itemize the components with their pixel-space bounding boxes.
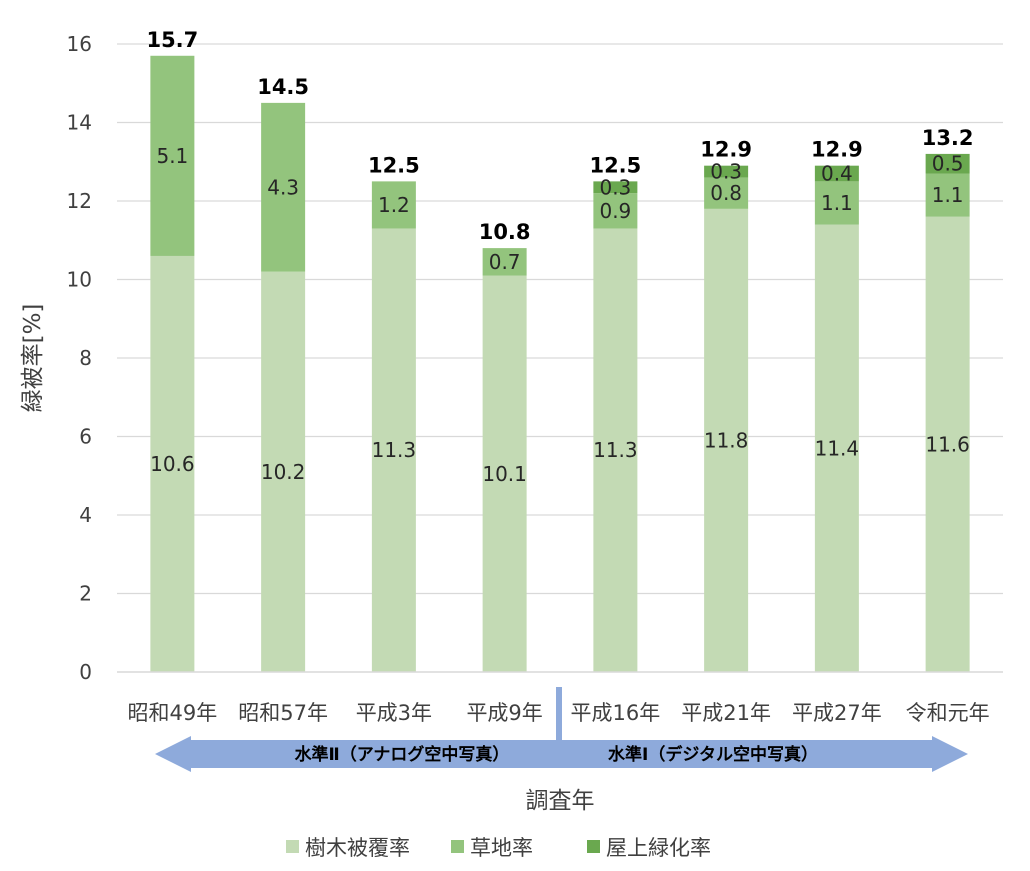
y-tick-label: 16 xyxy=(67,32,92,56)
total-value-label: 12.5 xyxy=(589,153,641,177)
bar-segment xyxy=(261,271,306,672)
total-value-label: 13.2 xyxy=(922,126,974,150)
y-tick-label: 14 xyxy=(67,111,92,135)
bar-segment xyxy=(704,208,749,672)
bar-segment xyxy=(925,153,970,174)
segment-value-label: 11.4 xyxy=(815,436,860,460)
bar-segment xyxy=(261,102,306,272)
level-1-label: 水準Ⅰ（デジタル空中写真） xyxy=(608,744,818,765)
x-category-label: 平成27年 xyxy=(792,701,882,725)
legend-label: 屋上緑化率 xyxy=(606,836,711,860)
bar-segment xyxy=(814,165,859,182)
total-labels: 15.7 14.5 12.5 10.8 12.5 12.9 12.9 13.2 xyxy=(146,28,973,244)
bar-segment xyxy=(593,228,638,672)
segment-value-label: 11.3 xyxy=(372,438,417,462)
segment-value-label: 11.3 xyxy=(593,438,638,462)
segment-value-label: 1.2 xyxy=(378,193,410,217)
segment-value-label: 1.1 xyxy=(932,183,964,207)
y-axis-ticks: 0 2 4 6 8 10 12 14 16 xyxy=(67,32,92,684)
x-category-label: 令和元年 xyxy=(906,701,990,725)
segment-value-label: 0.3 xyxy=(710,160,742,184)
level-arrow: 水準Ⅱ（アナログ空中写真） 水準Ⅰ（デジタル空中写真） xyxy=(155,736,968,772)
total-value-label: 15.7 xyxy=(146,28,198,52)
x-category-label: 平成21年 xyxy=(681,701,771,725)
bar-segment xyxy=(482,248,527,276)
legend-swatch xyxy=(587,840,600,853)
total-value-label: 12.9 xyxy=(811,138,863,162)
bar-segment xyxy=(814,181,859,225)
total-value-label: 12.9 xyxy=(700,138,752,162)
legend-label: 樹木被覆率 xyxy=(305,836,410,860)
y-axis-title: 緑被率[%] xyxy=(20,304,46,413)
bar-segment xyxy=(593,181,638,194)
bar-segment xyxy=(814,224,859,673)
double-arrow-shape xyxy=(155,736,968,772)
segment-labels: 10.65.110.24.311.31.210.10.711.30.90.311… xyxy=(150,144,970,486)
bar-segment xyxy=(704,165,749,178)
segment-value-label: 0.7 xyxy=(489,250,521,274)
x-category-label: 昭和57年 xyxy=(238,701,328,725)
x-axis-title: 調査年 xyxy=(526,788,595,814)
bar-segment xyxy=(371,181,416,229)
x-category-label: 平成9年 xyxy=(466,701,542,725)
segment-value-label: 0.5 xyxy=(932,152,964,176)
y-tick-label: 0 xyxy=(79,660,92,684)
y-tick-label: 6 xyxy=(79,425,92,449)
y-tick-label: 10 xyxy=(67,268,92,292)
y-tick-label: 2 xyxy=(79,582,92,606)
x-category-label: 昭和49年 xyxy=(128,701,218,725)
legend-swatch xyxy=(286,840,299,853)
segment-value-label: 5.1 xyxy=(156,144,188,168)
level-2-label: 水準Ⅱ（アナログ空中写真） xyxy=(295,744,510,765)
segment-value-label: 0.9 xyxy=(599,199,631,223)
legend: 樹木被覆率 草地率 屋上緑化率 xyxy=(286,836,711,860)
bar-segment xyxy=(925,216,970,672)
legend-label: 草地率 xyxy=(470,836,533,860)
bars xyxy=(150,55,970,673)
bar-segment xyxy=(371,228,416,672)
bar-segment xyxy=(925,173,970,217)
y-tick-label: 12 xyxy=(67,189,92,213)
segment-value-label: 0.4 xyxy=(821,162,853,186)
level-divider xyxy=(556,687,562,767)
bar-segment xyxy=(150,55,195,256)
segment-value-label: 10.6 xyxy=(150,452,195,476)
segment-value-label: 0.3 xyxy=(599,175,631,199)
total-value-label: 14.5 xyxy=(257,75,309,99)
gridlines xyxy=(117,43,1003,595)
bar-segment xyxy=(593,193,638,229)
segment-value-label: 1.1 xyxy=(821,191,853,215)
total-value-label: 10.8 xyxy=(479,220,531,244)
bar-segment xyxy=(150,255,195,672)
x-axis-categories: 昭和49年 昭和57年 平成3年 平成9年 平成16年 平成21年 平成27年 令和元年 xyxy=(128,701,990,725)
y-tick-label: 8 xyxy=(79,346,92,370)
segment-value-label: 0.8 xyxy=(710,181,742,205)
segment-value-label: 4.3 xyxy=(267,175,299,199)
segment-value-label: 10.1 xyxy=(482,462,527,486)
segment-value-label: 11.6 xyxy=(925,432,970,456)
segment-value-label: 10.2 xyxy=(261,460,306,484)
x-category-label: 平成3年 xyxy=(356,701,432,725)
y-tick-label: 4 xyxy=(79,503,92,527)
total-value-label: 12.5 xyxy=(368,153,420,177)
bar-segment xyxy=(482,275,527,672)
segment-value-label: 11.8 xyxy=(704,428,749,452)
bar-segment xyxy=(704,177,749,209)
legend-swatch xyxy=(451,840,464,853)
x-category-label: 平成16年 xyxy=(571,701,661,725)
